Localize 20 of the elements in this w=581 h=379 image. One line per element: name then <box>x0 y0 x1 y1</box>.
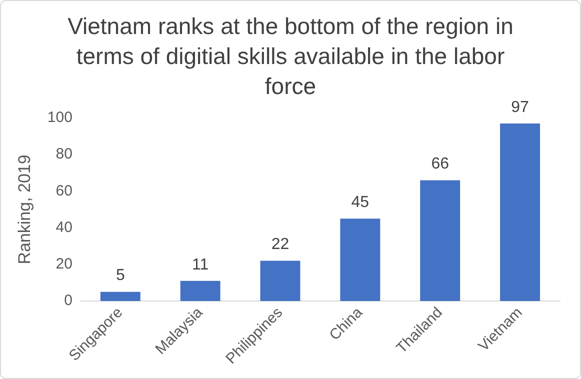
data-label: 11 <box>192 256 209 274</box>
y-tick-label: 60 <box>56 182 72 200</box>
bar <box>500 123 540 301</box>
y-tick-label: 20 <box>56 256 72 273</box>
data-label: 66 <box>431 156 450 173</box>
data-label: 22 <box>271 236 290 254</box>
y-tick-label: 0 <box>64 292 72 310</box>
y-tick-label: 40 <box>56 218 72 236</box>
y-axis-title: Ranking, 2019 <box>14 154 34 264</box>
y-tick-label: 80 <box>56 146 72 163</box>
bar <box>260 260 300 301</box>
bar <box>340 218 380 301</box>
y-tick-label: 100 <box>47 109 72 126</box>
data-label: 45 <box>351 194 370 212</box>
data-label: 97 <box>511 98 530 116</box>
bar <box>420 180 460 301</box>
bar <box>100 292 140 301</box>
bar <box>180 280 220 301</box>
chart-title: Vietnam ranks at the bottom of the region in terms of digitial skills available in the labor force <box>68 13 514 99</box>
data-label: 5 <box>116 267 125 284</box>
